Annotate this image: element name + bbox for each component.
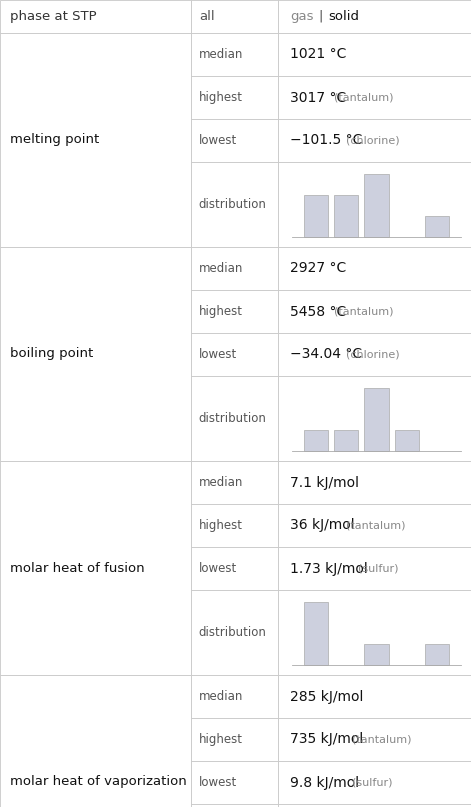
Text: distribution: distribution [199, 198, 267, 211]
Bar [191, 119, 278, 162]
Bar [278, 675, 471, 718]
Bar [278, 76, 471, 119]
Text: 1.73 kJ/mol: 1.73 kJ/mol [290, 562, 368, 575]
Text: (chlorine): (chlorine) [346, 136, 400, 145]
Bar [304, 602, 328, 665]
Bar [191, 0, 278, 33]
Text: highest: highest [199, 91, 243, 104]
Text: boiling point: boiling point [10, 348, 93, 361]
Bar [278, 504, 471, 547]
Text: melting point: melting point [10, 133, 99, 147]
Bar [334, 195, 358, 237]
Bar [278, 761, 471, 804]
Text: highest: highest [199, 733, 243, 746]
Bar [191, 33, 278, 76]
Bar [278, 333, 471, 376]
Text: highest: highest [199, 305, 243, 318]
Text: 3017 °C: 3017 °C [290, 90, 346, 104]
Bar [278, 547, 471, 590]
Bar [278, 247, 471, 290]
Bar [191, 333, 278, 376]
Bar [425, 216, 449, 237]
Bar [191, 718, 278, 761]
Bar [0, 0, 191, 33]
Bar [278, 119, 471, 162]
Bar [0, 461, 191, 675]
Bar [191, 461, 278, 504]
Bar [191, 376, 278, 461]
Text: 36 kJ/mol: 36 kJ/mol [290, 519, 355, 533]
Text: distribution: distribution [199, 626, 267, 639]
Bar [191, 590, 278, 675]
Text: (sulfur): (sulfur) [352, 777, 392, 788]
Bar [278, 290, 471, 333]
Bar [191, 547, 278, 590]
Text: gas: gas [290, 10, 313, 23]
Text: median: median [199, 48, 243, 61]
Text: molar heat of fusion: molar heat of fusion [10, 562, 145, 575]
Bar [0, 247, 191, 461]
Bar [278, 718, 471, 761]
Text: 7.1 kJ/mol: 7.1 kJ/mol [290, 475, 359, 490]
Bar [334, 430, 358, 451]
Bar [191, 76, 278, 119]
Bar [365, 388, 389, 451]
Text: distribution: distribution [199, 412, 267, 425]
Text: lowest: lowest [199, 134, 237, 147]
Text: (sulfur): (sulfur) [357, 563, 398, 574]
Bar [0, 675, 191, 807]
Bar [304, 430, 328, 451]
Text: −101.5 °C: −101.5 °C [290, 133, 362, 148]
Text: solid: solid [328, 10, 359, 23]
Bar [278, 376, 471, 461]
Bar [278, 461, 471, 504]
Text: all: all [199, 10, 214, 23]
Text: 285 kJ/mol: 285 kJ/mol [290, 689, 363, 704]
Bar [304, 195, 328, 237]
Bar [278, 0, 471, 33]
Text: median: median [199, 690, 243, 703]
Bar [191, 290, 278, 333]
Bar [278, 162, 471, 247]
Text: (tantalum): (tantalum) [352, 734, 411, 745]
Text: lowest: lowest [199, 348, 237, 361]
Text: 5458 °C: 5458 °C [290, 304, 346, 319]
Text: lowest: lowest [199, 776, 237, 789]
Text: phase at STP: phase at STP [10, 10, 97, 23]
Text: 735 kJ/mol: 735 kJ/mol [290, 733, 363, 746]
Bar [278, 33, 471, 76]
Bar [278, 590, 471, 675]
Text: 9.8 kJ/mol: 9.8 kJ/mol [290, 776, 359, 789]
Text: 1021 °C: 1021 °C [290, 48, 346, 61]
Text: −34.04 °C: −34.04 °C [290, 348, 362, 362]
Text: highest: highest [199, 519, 243, 532]
Text: median: median [199, 262, 243, 275]
Text: |: | [318, 10, 322, 23]
Bar [425, 644, 449, 665]
Text: median: median [199, 476, 243, 489]
Bar [365, 174, 389, 237]
Text: (chlorine): (chlorine) [346, 349, 400, 359]
Text: lowest: lowest [199, 562, 237, 575]
Bar [0, 33, 191, 247]
Bar [365, 644, 389, 665]
Bar [191, 804, 278, 807]
Text: (tantalum): (tantalum) [334, 307, 394, 316]
Text: (tantalum): (tantalum) [334, 93, 394, 102]
Bar [191, 162, 278, 247]
Text: molar heat of vaporization: molar heat of vaporization [10, 776, 187, 788]
Bar [191, 247, 278, 290]
Bar [191, 761, 278, 804]
Bar [278, 804, 471, 807]
Text: (tantalum): (tantalum) [346, 521, 406, 530]
Bar [191, 675, 278, 718]
Bar [395, 430, 419, 451]
Bar [191, 504, 278, 547]
Text: 2927 °C: 2927 °C [290, 261, 346, 275]
